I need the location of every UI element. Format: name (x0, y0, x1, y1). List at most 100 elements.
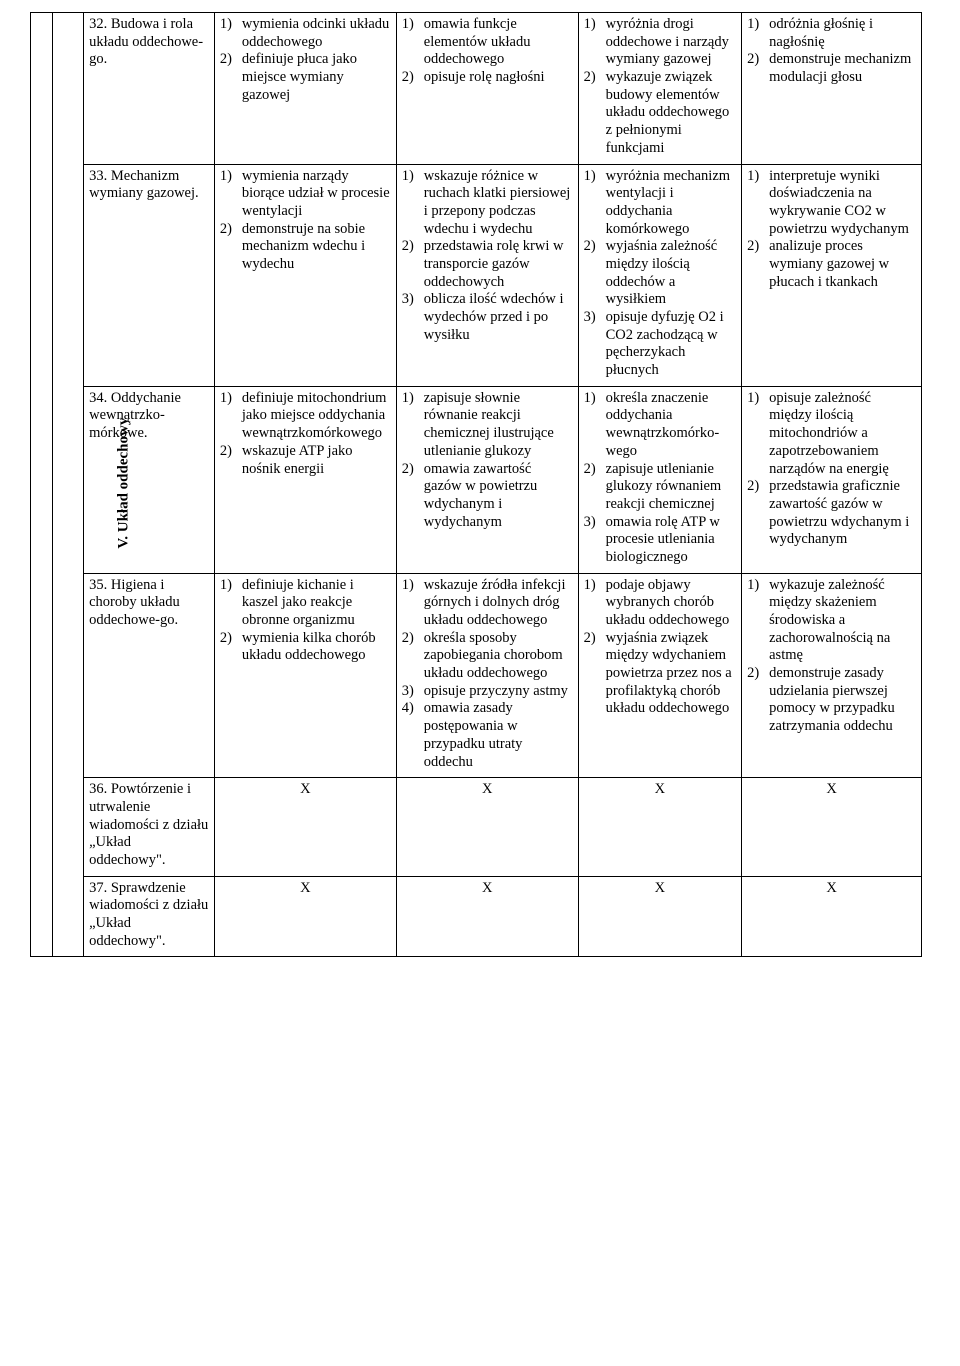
item-text: wymienia narządy biorące udział w proces… (242, 168, 391, 221)
item-number: 2) (220, 630, 242, 665)
item-text: zapisuje słownie równanie reakcji chemic… (424, 390, 573, 461)
item-text: interpretuje wyniki doświadczenia na wyk… (769, 168, 916, 239)
criteria-item: 3)oblicza ilość wdechów i wydechów przed… (402, 291, 573, 344)
criteria-item: 1)definiuje mitochondrium jako miejsce o… (220, 390, 391, 443)
item-number: 3) (402, 683, 424, 701)
item-text: demonstruje zasady udzielania pierwszej … (769, 665, 916, 736)
x-cell: X (396, 876, 578, 957)
table-row: 34. Oddychanie wewnątrzko- mórkowe.1)def… (31, 386, 922, 573)
item-text: wskazuje ATP jako nośnik energii (242, 443, 391, 478)
item-number: 2) (220, 221, 242, 274)
criteria-item: 2)wymienia kilka chorób układu oddechowe… (220, 630, 391, 665)
criteria-cell: 1)wymienia odcinki układu oddechowego2)d… (214, 13, 396, 165)
criteria-cell: 1)wykazuje zależność między skażeniem śr… (742, 573, 922, 778)
item-number: 3) (402, 291, 424, 344)
item-text: wykazuje związek budowy elementów układu… (606, 69, 736, 157)
criteria-item: 1)opisuje zależność między ilością mitoc… (747, 390, 916, 478)
criteria-item: 1)określa znaczenie oddychania wewnątrzk… (584, 390, 736, 461)
item-text: wykazuje zależność między skażeniem środ… (769, 577, 916, 665)
criteria-item: 1)wskazuje różnice w ruchach klatki pier… (402, 168, 573, 239)
item-text: opisuje rolę nagłośni (424, 69, 573, 87)
criteria-cell: 1)wskazuje różnice w ruchach klatki pier… (396, 164, 578, 386)
item-number: 1) (402, 16, 424, 69)
criteria-cell: 1)odróżnia głośnię i nagłośnię2)demonstr… (742, 13, 922, 165)
item-number: 1) (220, 16, 242, 51)
criteria-item: 2)opisuje rolę nagłośni (402, 69, 573, 87)
item-text: wskazuje różnice w ruchach klatki piersi… (424, 168, 573, 239)
item-text: definiuje płuca jako miejsce wymiany gaz… (242, 51, 391, 104)
section-label: V. Układ oddechowy (115, 417, 133, 548)
item-number: 1) (584, 390, 606, 461)
item-text: określa sposoby zapobiegania chorobom uk… (424, 630, 573, 683)
criteria-item: 2)omawia zawartość gazów w powietrzu wdy… (402, 461, 573, 532)
criteria-item: 2)wyjaśnia zależność między ilością odde… (584, 238, 736, 309)
item-number: 1) (402, 577, 424, 630)
item-text: opisuje przyczyny astmy (424, 683, 573, 701)
item-number: 2) (402, 69, 424, 87)
item-number: 1) (747, 168, 769, 239)
criteria-item: 3)omawia rolę ATP w procesie utleniania … (584, 514, 736, 567)
item-number: 1) (747, 390, 769, 478)
topic-cell: 36. Powtórzenie i utrwalenie wiadomości … (84, 778, 215, 876)
topic-cell: 34. Oddychanie wewnątrzko- mórkowe. (84, 386, 215, 573)
table-row: 33. Mechanizm wymiany gazowej.1)wymienia… (31, 164, 922, 386)
criteria-item: 1)definiuje kichanie i kaszel jako reakc… (220, 577, 391, 630)
item-number: 3) (584, 309, 606, 380)
table-row: 37. Sprawdzenie wiadomości z działu „Ukł… (31, 876, 922, 957)
item-number: 1) (220, 390, 242, 443)
item-number: 2) (584, 69, 606, 157)
criteria-item: 2)demonstruje mechanizm modulacji głosu (747, 51, 916, 86)
item-text: definiuje mitochondrium jako miejsce odd… (242, 390, 391, 443)
item-text: opisuje zależność między ilością mitocho… (769, 390, 916, 478)
item-number: 1) (584, 168, 606, 239)
item-text: wyjaśnia zależność między ilością oddech… (606, 238, 736, 309)
criteria-item: 2)demonstruje na sobie mechanizm wdechu … (220, 221, 391, 274)
curriculum-table: V. Układ oddechowy32. Budowa i rola ukła… (30, 12, 922, 957)
criteria-item: 2)wskazuje ATP jako nośnik energii (220, 443, 391, 478)
item-text: odróżnia głośnię i nagłośnię (769, 16, 916, 51)
criteria-item: 2)definiuje płuca jako miejsce wymiany g… (220, 51, 391, 104)
item-number: 1) (402, 390, 424, 461)
criteria-item: 1)wskazuje źródła infekcji górnych i dol… (402, 577, 573, 630)
criteria-item: 4)omawia zasady postępowania w przypadku… (402, 700, 573, 771)
table-row: V. Układ oddechowy32. Budowa i rola ukła… (31, 13, 922, 165)
item-text: omawia zasady postępowania w przypadku u… (424, 700, 573, 771)
item-text: analizuje proces wymiany gazowej w płuca… (769, 238, 916, 291)
item-text: przedstawia graficznie zawartość gazów w… (769, 478, 916, 549)
item-number: 2) (747, 478, 769, 549)
item-number: 2) (402, 238, 424, 291)
criteria-item: 1)wykazuje zależność między skażeniem śr… (747, 577, 916, 665)
criteria-item: 3)opisuje przyczyny astmy (402, 683, 573, 701)
topic-cell: 37. Sprawdzenie wiadomości z działu „Ukł… (84, 876, 215, 957)
criteria-cell: 1)interpretuje wyniki doświadczenia na w… (742, 164, 922, 386)
criteria-cell: 1)podaje objawy wybranych chorób układu … (578, 573, 741, 778)
criteria-item: 3)opisuje dyfuzję O2 i CO2 zachodzącą w … (584, 309, 736, 380)
topic-cell: 35. Higiena i choroby układu oddechowe-g… (84, 573, 215, 778)
item-text: demonstruje na sobie mechanizm wdechu i … (242, 221, 391, 274)
criteria-cell: 1)opisuje zależność między ilością mitoc… (742, 386, 922, 573)
item-number: 2) (220, 51, 242, 104)
item-number: 2) (584, 461, 606, 514)
x-cell: X (742, 778, 922, 876)
criteria-cell: 1)wyróżnia mechanizm wentylacji i oddych… (578, 164, 741, 386)
item-number: 2) (747, 238, 769, 291)
item-number: 4) (402, 700, 424, 771)
criteria-item: 1)zapisuje słownie równanie reakcji chem… (402, 390, 573, 461)
criteria-item: 1)interpretuje wyniki doświadczenia na w… (747, 168, 916, 239)
x-cell: X (214, 876, 396, 957)
item-number: 2) (584, 630, 606, 718)
table-row: 35. Higiena i choroby układu oddechowe-g… (31, 573, 922, 778)
item-number: 2) (747, 665, 769, 736)
section-label-cell: V. Układ oddechowy (53, 13, 84, 957)
x-cell: X (578, 876, 741, 957)
item-number: 2) (402, 630, 424, 683)
item-number: 2) (402, 461, 424, 532)
item-text: wymienia odcinki układu oddechowego (242, 16, 391, 51)
x-cell: X (578, 778, 741, 876)
criteria-cell: 1)zapisuje słownie równanie reakcji chem… (396, 386, 578, 573)
item-text: zapisuje utlenianie glukozy równaniem re… (606, 461, 736, 514)
criteria-item: 2)demonstruje zasady udzielania pierwsze… (747, 665, 916, 736)
item-number: 2) (584, 238, 606, 309)
item-text: oblicza ilość wdechów i wydechów przed i… (424, 291, 573, 344)
criteria-item: 2)przedstawia graficznie zawartość gazów… (747, 478, 916, 549)
